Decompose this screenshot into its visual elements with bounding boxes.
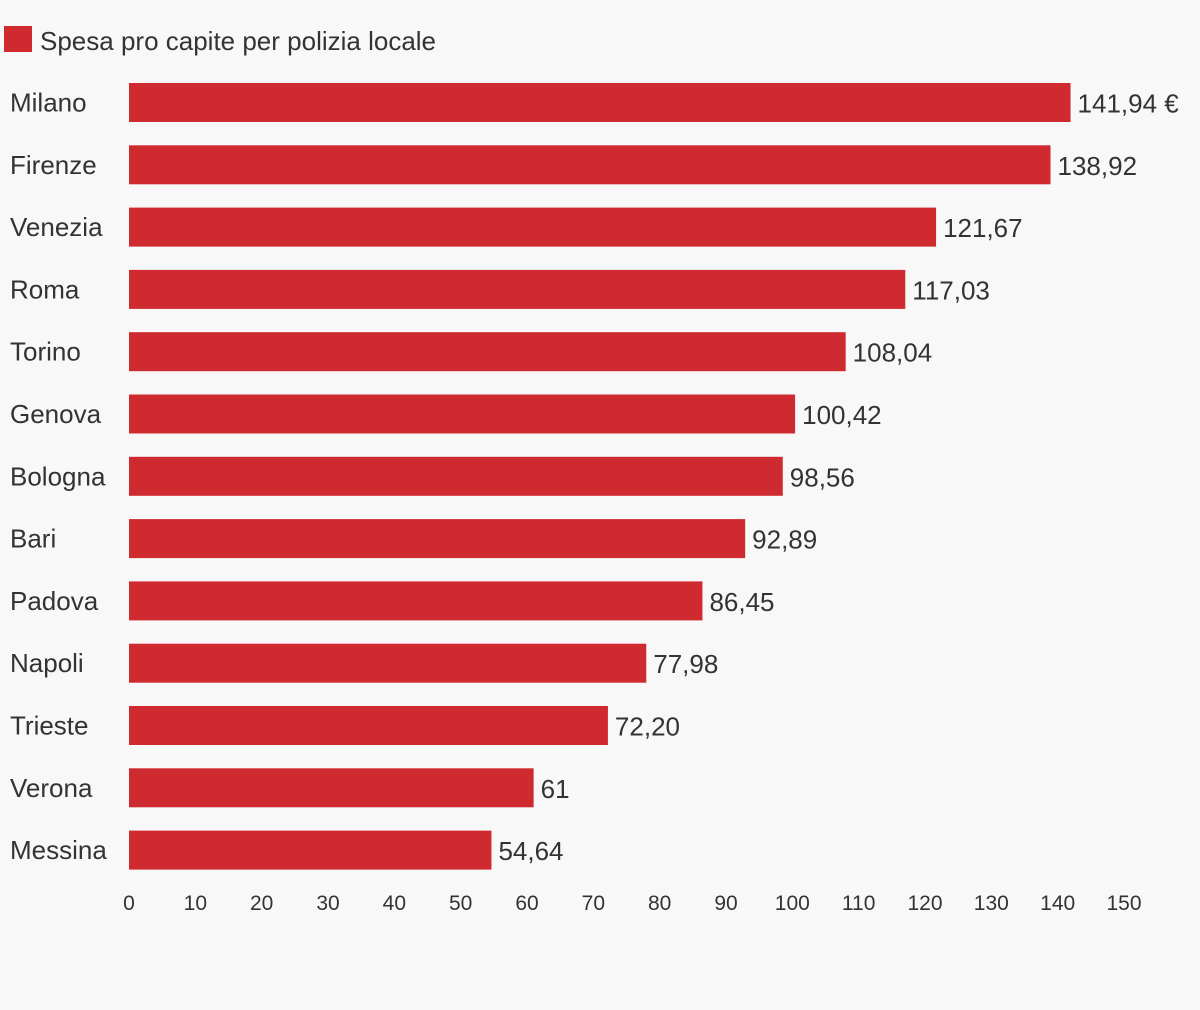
- x-tick-label: 70: [582, 892, 605, 915]
- category-label: Bologna: [10, 461, 106, 491]
- x-tick-label: 20: [250, 892, 273, 915]
- x-tick-label: 80: [648, 892, 671, 915]
- x-tick-label: 30: [316, 892, 339, 915]
- x-tick-label: 110: [842, 892, 875, 915]
- x-tick-label: 40: [383, 892, 406, 915]
- category-label: Venezia: [10, 212, 103, 242]
- bar: [129, 768, 534, 808]
- category-label: Napoli: [10, 648, 84, 678]
- data-label: 100,42: [802, 400, 882, 430]
- data-label: 92,89: [752, 525, 817, 555]
- category-label: Trieste: [10, 711, 89, 741]
- category-label: Padova: [10, 586, 99, 616]
- x-tick-label: 120: [907, 892, 942, 915]
- bar: [129, 456, 783, 496]
- data-label: 98,56: [790, 462, 855, 492]
- category-label: Messina: [10, 835, 107, 865]
- x-tick-label: 90: [714, 892, 737, 915]
- category-label: Torino: [10, 337, 81, 367]
- bar: [129, 269, 906, 309]
- data-label: 108,04: [853, 338, 933, 368]
- bar: [129, 706, 608, 745]
- x-tick-label: 50: [449, 892, 472, 915]
- category-label: Firenze: [10, 150, 97, 180]
- bar: [129, 643, 647, 683]
- legend-swatch: [4, 26, 32, 52]
- data-label: 141,94 €: [1078, 89, 1180, 119]
- bar: [129, 145, 1051, 185]
- bar: [129, 830, 492, 870]
- x-tick-label: 130: [974, 892, 1009, 915]
- category-label: Roma: [10, 274, 80, 304]
- bar: [129, 581, 703, 621]
- x-tick-label: 100: [775, 892, 810, 915]
- data-label: 61: [541, 774, 570, 804]
- category-label: Milano: [10, 88, 87, 118]
- data-label: 72,20: [615, 712, 680, 742]
- data-label: 86,45: [709, 587, 774, 617]
- x-tick-label: 60: [515, 892, 538, 915]
- bar: [129, 332, 846, 372]
- category-label: Genova: [10, 399, 102, 429]
- legend-label: Spesa pro capite per polizia locale: [40, 26, 437, 56]
- data-label: 54,64: [498, 836, 563, 866]
- x-tick-label: 150: [1106, 892, 1141, 915]
- bar: [129, 207, 937, 247]
- data-label: 77,98: [653, 649, 718, 679]
- category-label: Verona: [10, 773, 93, 803]
- bar: [129, 519, 746, 559]
- data-label: 121,67: [943, 213, 1023, 243]
- bar: [129, 394, 796, 434]
- data-label: 117,03: [912, 275, 990, 305]
- x-tick-label: 10: [184, 892, 207, 915]
- x-tick-label: 140: [1040, 892, 1075, 915]
- bar: [129, 83, 1071, 122]
- x-tick-label: 0: [123, 892, 135, 915]
- category-label: Bari: [10, 524, 56, 554]
- data-label: 138,92: [1058, 151, 1138, 181]
